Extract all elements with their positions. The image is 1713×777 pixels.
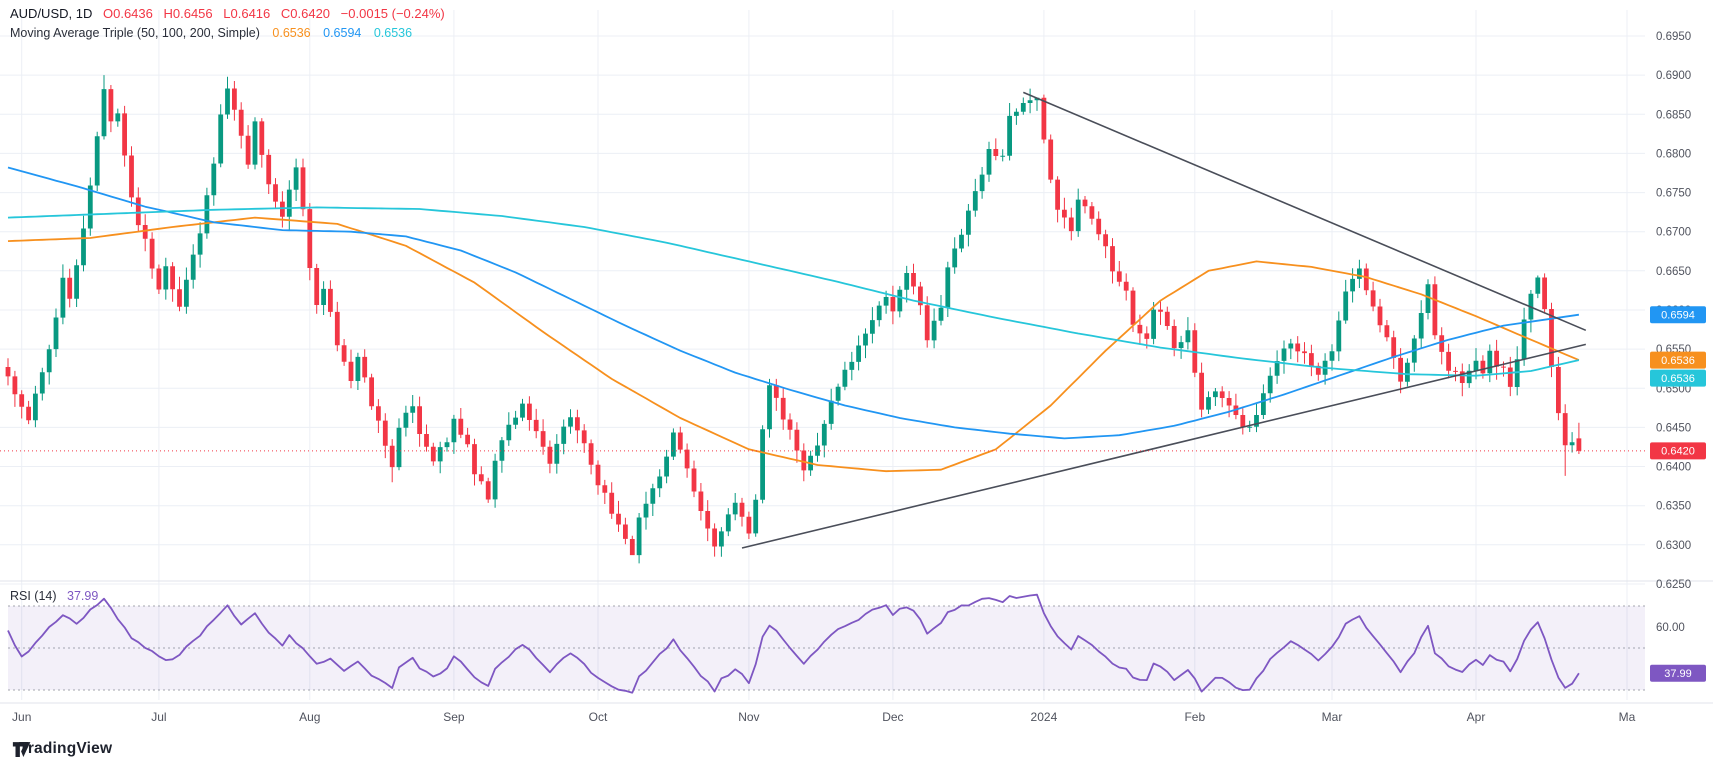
candles[interactable] [5, 75, 1582, 564]
rsi-value: 37.99 [67, 589, 99, 603]
ascending-trendline[interactable] [741, 343, 1586, 549]
ohlc-open: O0.6436 [102, 6, 153, 21]
time-axis-tick: Dec [882, 710, 903, 724]
ma-line-50[interactable] [7, 216, 1580, 473]
indicator-header: Moving Average Triple (50, 100, 200, Sim… [10, 26, 412, 40]
ma200-value: 0.6536 [373, 26, 413, 40]
rsi-value-badge: 37.99 [1650, 664, 1706, 682]
rsi-band [8, 605, 1645, 691]
time-axis-tick: Ma [1619, 710, 1636, 724]
ma50-value: 0.6536 [272, 26, 311, 40]
ma-line-200[interactable] [7, 206, 1580, 377]
candle-bodies-up [33, 88, 1575, 556]
price-axis-tick: 0.6300 [1656, 540, 1691, 552]
trendlines [741, 91, 1587, 549]
ma-price-badge: 0.6594 [1650, 306, 1706, 324]
price-axis-tick: 0.6750 [1656, 188, 1691, 200]
price-axis-tick: 0.6700 [1656, 227, 1691, 239]
time-axis-tick: Oct [589, 710, 608, 724]
candle-bodies-down [5, 88, 1582, 556]
tradingview-wordmark[interactable]: TradingView [19, 740, 113, 757]
time-axis-tick: Aug [299, 710, 320, 724]
ohlc-high: H0.6456 [163, 6, 213, 21]
price-axis-tick: 0.6900 [1656, 70, 1691, 82]
ohlc-change: −0.0015 (−0.24%) [340, 6, 445, 21]
time-axis-tick: Jun [12, 710, 31, 724]
ma-line-100[interactable] [7, 166, 1580, 440]
ma-price-badge: 0.6536 [1650, 369, 1706, 387]
price-axis-tick: 0.6400 [1656, 462, 1691, 474]
rsi-line[interactable] [7, 593, 1580, 694]
rsi-axis-tick: 60.00 [1656, 622, 1685, 634]
svg-text:0.6536: 0.6536 [1661, 373, 1695, 385]
svg-text:0.6594: 0.6594 [1661, 310, 1695, 322]
time-axis-tick: Nov [738, 710, 759, 724]
price-axis-tick: 0.6450 [1656, 422, 1691, 434]
ohlc-low: L0.6416 [223, 6, 271, 21]
time-axis-tick: 2024 [1031, 710, 1058, 724]
price-axis-tick: 0.6950 [1656, 31, 1691, 43]
time-axis[interactable]: Jun Jul Aug Sep Oct Nov Dec 2024 Feb Mar Apr Ma [12, 710, 1636, 724]
candle-wicks-up [34, 75, 1573, 564]
current-price-badge: 0.6420 [1650, 442, 1706, 460]
price-axis-tick: 0.6650 [1656, 266, 1691, 278]
price-axis-tick: 0.6800 [1656, 148, 1691, 160]
indicator-title[interactable]: Moving Average Triple (50, 100, 200, Sim… [10, 26, 260, 40]
time-axis-tick: Apr [1467, 710, 1486, 724]
time-axis-tick: Mar [1322, 710, 1343, 724]
rsi-header: RSI (14) 37.99 [10, 589, 98, 603]
time-axis-tick: Jul [151, 710, 166, 724]
time-axis-tick: Feb [1184, 710, 1205, 724]
footer-branding: TradingView [12, 740, 112, 758]
price-axis-tick: 0.6850 [1656, 109, 1691, 121]
symbol-title[interactable]: AUD/USD, 1D [10, 6, 93, 21]
moving-average-lines [7, 166, 1580, 473]
time-axis-tick: Sep [443, 710, 465, 724]
descending-trendline[interactable] [1022, 91, 1587, 332]
candle-wicks-down [7, 81, 1580, 557]
price-axis-tick: 0.6250 [1656, 579, 1691, 591]
svg-text:37.99: 37.99 [1664, 668, 1692, 680]
price-axis[interactable]: 0.6950 0.6900 0.6850 0.6800 0.6750 0.6700 0.66… [1656, 31, 1691, 634]
price-axis-tick: 0.6350 [1656, 501, 1691, 513]
svg-text:0.6536: 0.6536 [1661, 355, 1695, 367]
symbol-header: AUD/USD, 1D O0.6436 H0.6456 L0.6416 C0.6… [10, 6, 445, 21]
ma100-value: 0.6594 [323, 26, 362, 40]
ma-price-badge: 0.6536 [1650, 351, 1706, 369]
ohlc-close: C0.6420 [280, 6, 331, 21]
rsi-title[interactable]: RSI (14) [10, 589, 57, 603]
svg-text:0.6420: 0.6420 [1661, 446, 1695, 458]
